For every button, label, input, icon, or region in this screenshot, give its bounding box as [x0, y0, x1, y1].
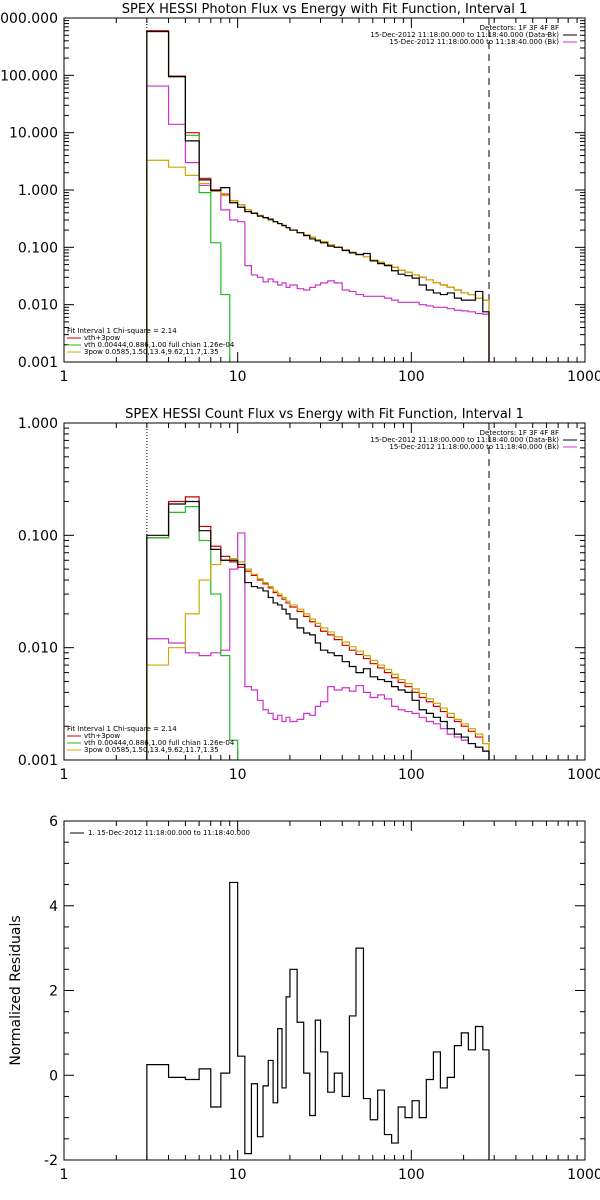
series-data-bk — [146, 500, 490, 760]
panel-1: SPEX HESSI Photon Flux vs Energy with Fi… — [0, 2, 600, 385]
y-tick-label: 100.000 — [0, 68, 58, 84]
y-tick-label: 0.001 — [18, 355, 58, 371]
y-tick-label: 10.000 — [9, 126, 58, 142]
x-tick-label: 1000 — [567, 369, 600, 385]
y-tick-label: -2 — [44, 1153, 58, 1169]
panel-2: SPEX HESSI Count Flux vs Energy with Fit… — [18, 407, 600, 783]
y-tick-label: 0.001 — [18, 753, 58, 769]
y-tick-label: 0.100 — [18, 240, 58, 256]
chart-title: SPEX HESSI Photon Flux vs Energy with Fi… — [122, 2, 528, 17]
legend-entry: 15-Dec-2012 11:18:00.000 to 11:18:40.000… — [389, 38, 559, 46]
series-residuals — [146, 881, 490, 1160]
y-tick-label: 1000.000 — [0, 11, 58, 27]
plot-area — [146, 881, 490, 1160]
legend-entry: Fit Interval 1 Chi-square = 2.14 — [67, 725, 177, 733]
x-tick-label: 1 — [60, 1167, 69, 1183]
plot-area — [146, 18, 490, 362]
y-tick-label: 0.100 — [18, 528, 58, 544]
legend-bottom-left: Fit Interval 1 Chi-square = 2.14vth+3pow… — [67, 725, 235, 754]
legend-bottom-left: Fit Interval 1 Chi-square = 2.14vth+3pow… — [67, 327, 235, 356]
x-tick-label: 10 — [229, 767, 247, 783]
y-tick-label: 0 — [49, 1068, 58, 1084]
y-tick-label: 0.010 — [18, 298, 58, 314]
legend-entry: 15-Dec-2012 11:18:00.000 to 11:18:40.000… — [370, 31, 559, 39]
plot-area — [146, 423, 490, 760]
plot-frame — [63, 820, 586, 1161]
plot-frame — [63, 422, 586, 761]
x-tick-label: 1 — [60, 369, 69, 385]
y-tick-label: 0.010 — [18, 641, 58, 657]
legend-entry: vth 0.00444,0.886,1.00 full chian 1.26e-… — [84, 739, 235, 747]
legend-entry: vth+3pow — [84, 732, 120, 740]
legend-entry: Fit Interval 1 Chi-square = 2.14 — [67, 327, 177, 335]
series-3pow — [146, 159, 490, 362]
panel-3: 1 10 100 1000 -2 0 2 4 6 Normalized Residuals 1. 1… — [8, 814, 600, 1183]
y-tick-label: 6 — [49, 814, 58, 830]
axis-ticks — [63, 423, 585, 761]
y-axis-label: Normalized Residuals — [8, 915, 24, 1065]
legend-entry: 15-Dec-2012 11:18:00.000 to 11:18:40.000… — [389, 443, 559, 451]
legend-entry: 15-Dec-2012 11:18:00.000 to 11:18:40.000… — [370, 436, 559, 444]
legend-top-left: 1. 15-Dec-2012 11:18:00.000 to 11:18:40.… — [70, 829, 250, 837]
legend-entry: 3pow 0.0585,1.50,13.4,9.62,11.7,1.35 — [84, 746, 219, 754]
series-3pow — [146, 558, 490, 760]
legend-entry: Detectors: 1F 3F 4F 8F — [480, 24, 559, 32]
series-data-bk — [146, 30, 490, 362]
x-tick-label: 1000 — [567, 767, 600, 783]
x-tick-label: 1 — [60, 767, 69, 783]
x-tick-label: 1000 — [567, 1167, 600, 1183]
x-tick-label: 10 — [229, 369, 247, 385]
legend-entry: vth+3pow — [84, 334, 120, 342]
y-tick-label: 2 — [49, 984, 58, 1000]
series-vth+3pow — [146, 496, 490, 760]
series-vth+3pow — [146, 30, 490, 362]
legend-entry: 3pow 0.0585,1.50,13.4,9.62,11.7,1.35 — [84, 348, 219, 356]
legend-entry: Detectors: 1F 3F 4F 8F — [480, 429, 559, 437]
y-tick-label: 4 — [49, 899, 58, 915]
x-tick-label: 100 — [398, 767, 425, 783]
axis-ticks — [63, 18, 585, 363]
series-bk — [146, 532, 490, 760]
y-tick-label: 1.000 — [18, 183, 58, 199]
x-tick-label: 100 — [398, 1167, 425, 1183]
axis-ticks — [63, 820, 585, 1161]
series-bk — [146, 85, 490, 362]
chart-title: SPEX HESSI Count Flux vs Energy with Fit… — [125, 407, 524, 422]
plot-frame — [63, 17, 586, 363]
y-tick-label: 1.000 — [18, 416, 58, 432]
legend-entry: 1. 15-Dec-2012 11:18:00.000 to 11:18:40.… — [88, 829, 250, 837]
x-tick-label: 100 — [398, 369, 425, 385]
legend-entry: vth 0.00444,0.886,1.00 full chian 1.26e-… — [84, 341, 235, 349]
x-tick-label: 10 — [229, 1167, 247, 1183]
